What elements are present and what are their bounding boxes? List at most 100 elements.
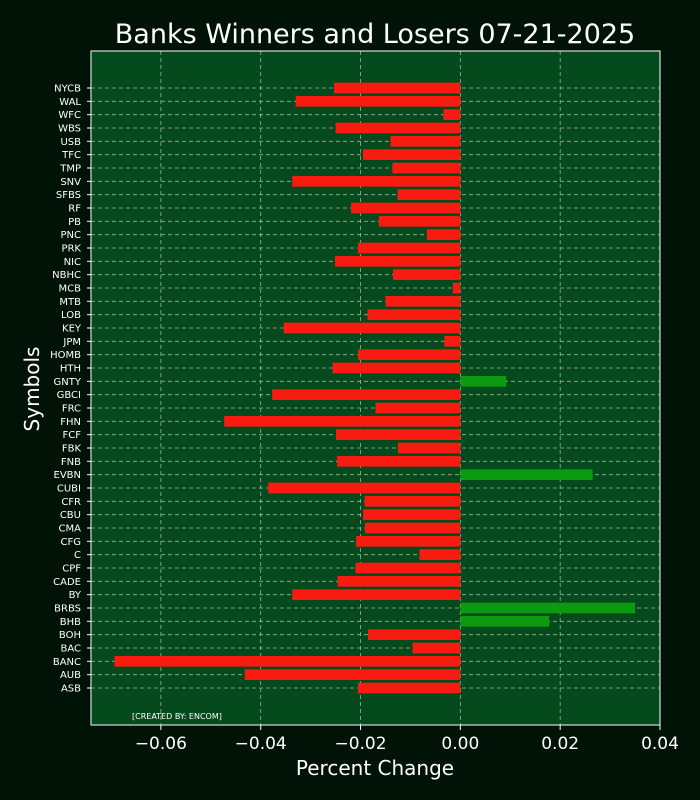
y-tick-label-wbs: WBS bbox=[58, 124, 81, 135]
y-tick-label-by: BY bbox=[69, 590, 82, 601]
y-tick-label-boh: BOH bbox=[59, 630, 81, 641]
bar-fhn bbox=[224, 416, 461, 427]
creator-annotation: [CREATED BY: ENCOM] bbox=[132, 712, 222, 721]
bar-cpf bbox=[355, 562, 461, 574]
bar-wbs bbox=[335, 122, 461, 134]
bar-aub bbox=[244, 669, 461, 680]
y-tick-label-wfc: WFC bbox=[58, 110, 81, 121]
y-tick-label-cpf: CPF bbox=[62, 564, 81, 575]
y-tick-label-cfr: CFR bbox=[61, 497, 81, 508]
x-tick-label: −0.06 bbox=[135, 734, 187, 754]
bar-gbci bbox=[272, 389, 461, 400]
bar-bac bbox=[412, 642, 461, 654]
y-tick-label-asb: ASB bbox=[61, 684, 81, 695]
y-tick-label-nic: NIC bbox=[64, 257, 81, 268]
bar-cma bbox=[365, 522, 461, 534]
y-tick-label-wal: WAL bbox=[59, 97, 81, 108]
bar-gnty bbox=[460, 376, 507, 387]
bar-pnc bbox=[426, 229, 461, 240]
y-tick-label-aub: AUB bbox=[60, 670, 81, 681]
y-tick-label-cbu: CBU bbox=[60, 510, 81, 521]
bar-cbu bbox=[363, 509, 461, 520]
y-tick-label-bhb: BHB bbox=[60, 617, 81, 628]
bar-brbs bbox=[460, 602, 636, 614]
y-tick-label-lob: LOB bbox=[61, 310, 81, 321]
bar-wfc bbox=[443, 109, 461, 120]
bar-cade bbox=[337, 576, 461, 587]
y-axis-ticks: ASB AUB BANC BAC BOH BHB BRBS BY CADE CPF C CFG CMA C… bbox=[50, 84, 91, 695]
bar-by bbox=[292, 589, 461, 600]
y-tick-label-gbci: GBCI bbox=[57, 390, 81, 401]
bar-nbhc bbox=[392, 269, 461, 280]
y-tick-label-usb: USB bbox=[60, 137, 81, 148]
y-tick-label-pb: PB bbox=[68, 217, 81, 228]
bar-mcb bbox=[452, 282, 461, 294]
y-axis-label: Symbols bbox=[20, 347, 44, 432]
bar-homb bbox=[358, 349, 461, 360]
bar-lob bbox=[367, 309, 461, 320]
bars bbox=[114, 82, 636, 694]
y-tick-label-evbn: EVBN bbox=[54, 470, 82, 481]
bar-nycb bbox=[334, 82, 461, 94]
bar-bhb bbox=[460, 616, 550, 627]
y-tick-label-cubi: CUBI bbox=[57, 484, 81, 495]
bar-cfg bbox=[356, 536, 461, 547]
x-axis-label: Percent Change bbox=[296, 756, 454, 780]
bar-mtb bbox=[385, 296, 461, 307]
plot-frame bbox=[90, 50, 661, 726]
y-tick-label-homb: HOMB bbox=[50, 350, 81, 361]
bar-asb bbox=[358, 682, 461, 694]
y-tick-label-fhn: FHN bbox=[60, 417, 81, 428]
bar-banc bbox=[114, 656, 461, 667]
x-tick-label: −0.04 bbox=[235, 734, 287, 754]
y-tick-label-snv: SNV bbox=[60, 177, 81, 188]
bar-rf bbox=[351, 202, 461, 214]
y-tick-label-brbs: BRBS bbox=[54, 604, 81, 615]
y-tick-label-cma: CMA bbox=[59, 524, 82, 535]
bar-prk bbox=[358, 242, 461, 254]
x-tick-label: 0.02 bbox=[541, 734, 579, 754]
y-tick-label-bac: BAC bbox=[60, 644, 81, 655]
y-tick-label-c: C bbox=[74, 550, 81, 561]
bar-key bbox=[283, 322, 461, 334]
y-tick-label-cade: CADE bbox=[53, 577, 81, 588]
y-tick-label-tmp: TMP bbox=[59, 164, 81, 175]
bar-sfbs bbox=[397, 189, 461, 200]
bar-evbn bbox=[460, 469, 593, 480]
x-tick-label: 0.00 bbox=[441, 734, 479, 754]
bar-tfc bbox=[363, 149, 461, 160]
y-tick-label-mtb: MTB bbox=[59, 297, 81, 308]
bar-hth bbox=[332, 362, 461, 374]
bar-tmp bbox=[392, 162, 461, 174]
y-tick-label-key: KEY bbox=[62, 324, 82, 335]
y-tick-label-nycb: NYCB bbox=[54, 84, 81, 95]
y-tick-label-banc: BANC bbox=[53, 657, 81, 668]
y-tick-label-cfg: CFG bbox=[61, 537, 81, 548]
bar-cubi bbox=[268, 482, 461, 494]
y-tick-label-fnb: FNB bbox=[61, 457, 81, 468]
y-tick-label-nbhc: NBHC bbox=[52, 270, 81, 281]
bar-c bbox=[419, 549, 461, 560]
bar-fcf bbox=[336, 429, 461, 440]
bar-fbk bbox=[397, 442, 461, 454]
y-tick-label-sfbs: SFBS bbox=[56, 190, 81, 201]
x-axis-ticks: −0.06 −0.04 −0.02 0.00 0.02 0.04 bbox=[135, 725, 679, 754]
bar-boh bbox=[368, 629, 461, 640]
bar-nic bbox=[335, 256, 461, 267]
y-tick-label-frc: FRC bbox=[62, 404, 81, 415]
y-tick-label-prk: PRK bbox=[61, 244, 81, 255]
chart-title: Banks Winners and Losers 07-21-2025 bbox=[115, 19, 635, 50]
y-tick-label-rf: RF bbox=[68, 204, 81, 215]
y-tick-label-jpm: JPM bbox=[62, 337, 81, 348]
bar-fnb bbox=[337, 456, 461, 467]
y-tick-label-gnty: GNTY bbox=[54, 377, 82, 388]
bar-wal bbox=[295, 96, 461, 107]
bar-usb bbox=[390, 136, 461, 147]
y-tick-label-pnc: PNC bbox=[61, 230, 82, 241]
y-tick-label-mcb: MCB bbox=[59, 284, 82, 295]
x-tick-label: −0.02 bbox=[334, 734, 386, 754]
bar-cfr bbox=[364, 496, 461, 507]
bar-jpm bbox=[444, 336, 461, 347]
y-tick-label-fcf: FCF bbox=[63, 430, 82, 441]
